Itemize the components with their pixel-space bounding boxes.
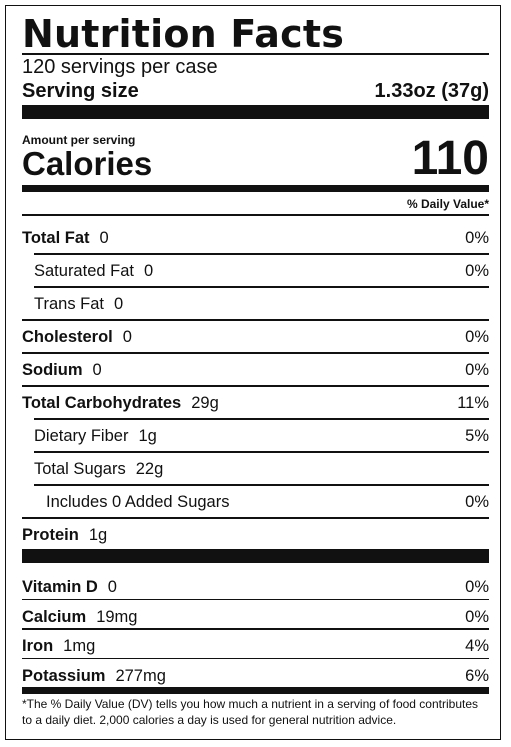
nutrient-amount: 0 [122,328,132,346]
nutrient-amount: 1mg [63,637,96,655]
nutrient-amount: 0 [99,229,109,247]
nutrient-amount: 0 [114,295,124,313]
nutrient-amount: 0 [143,262,154,280]
divider [22,385,489,387]
nutrient-label: Total Carbohydrates [22,394,182,412]
nutrient-daily-value: 0% [465,361,489,379]
nutrient-amount: 19mg [96,607,138,626]
divider [22,657,489,659]
nutrient-row-saturated-fat: Saturated Fat 0 0% [22,253,489,286]
nutrient-name: Vitamin D 0 [22,578,117,597]
nutrient-label: Trans Fat [34,295,104,313]
serving-size-label: Serving size [22,80,139,102]
daily-value-header: % Daily Value* [406,197,489,211]
servings-per-container: 120 servings per case [22,56,218,78]
nutrient-amount: 1g [138,427,157,445]
divider [34,286,489,288]
divider [22,214,489,216]
nutrient-daily-value: 0% [465,578,489,596]
thick-divider [22,105,489,119]
calories-label: Calories [22,145,153,182]
nutrient-daily-value: 11% [457,394,489,412]
divider [34,253,489,255]
nutrient-name: Saturated Fat 0 [34,262,153,281]
nutrient-name: Dietary Fiber 1g [34,427,157,446]
nutrient-name: Cholesterol 0 [22,328,132,347]
daily-value-footnote: *The % Daily Value (DV) tells you how mu… [22,697,478,727]
nutrient-row-total-sugars: Total Sugars 22g [22,451,489,484]
nutrient-daily-value: 6% [465,666,489,685]
divider [22,628,489,630]
divider [22,53,489,55]
nutrient-daily-value: 0% [465,328,489,346]
nutrient-label: Vitamin D [22,578,98,596]
divider [34,451,489,453]
label-content: Nutrition Facts 120 servings per case Se… [22,6,489,739]
nutrient-label: Total Fat [22,229,90,247]
nutrient-amount: 0 [92,361,102,379]
nutrient-name: Total Sugars 22g [34,460,163,479]
divider [22,517,489,519]
medium-divider [22,687,489,694]
nutrient-name: Includes 0 Added Sugars [46,493,229,512]
nutrient-label: Calcium [22,607,87,626]
nutrient-row-total-fat: Total Fat 0 0% [22,220,489,253]
nutrient-row-includes-0-added-sugars: Includes 0 Added Sugars 0% [22,484,489,517]
nutrient-label: Total Sugars [34,460,126,478]
nutrient-row-calcium: Calcium 19mg 0% [22,599,489,632]
nutrient-amount: 29g [191,394,219,412]
nutrient-row-cholesterol: Cholesterol 0 0% [22,319,489,352]
nutrient-amount: 1g [88,526,108,544]
nutrient-label: Includes 0 Added Sugars [46,493,230,511]
nutrient-daily-value: 0% [465,262,489,280]
divider [22,319,489,321]
nutrient-row-iron: Iron 1mg 4% [22,628,489,661]
nutrient-daily-value: 0% [465,607,489,626]
divider [34,418,489,420]
label-title: Nutrition Facts [22,12,345,56]
nutrient-row-total-carbohydrates: Total Carbohydrates 29g 11% [22,385,489,418]
nutrient-name: Iron 1mg [22,637,95,656]
nutrient-amount: 0 [107,578,117,596]
serving-size-value: 1.33oz (37g) [374,80,489,102]
nutrient-label: Saturated Fat [34,262,134,280]
nutrient-daily-value: 4% [465,637,489,655]
nutrient-row-dietary-fiber: Dietary Fiber 1g 5% [22,418,489,451]
nutrient-row-sodium: Sodium 0 0% [22,352,489,385]
nutrient-name: Total Fat 0 [22,229,109,248]
nutrient-amount: 22g [135,460,164,478]
nutrient-name: Trans Fat 0 [34,295,123,314]
nutrient-label: Sodium [22,361,83,379]
nutrient-name: Protein 1g [22,526,107,545]
divider [34,484,489,486]
amount-per-serving: Amount per serving [22,133,136,147]
medium-divider [22,185,489,192]
nutrient-row-vitamin-d: Vitamin D 0 0% [22,569,489,602]
nutrient-daily-value: 0% [465,229,489,247]
nutrient-row-trans-fat: Trans Fat 0 [22,286,489,319]
nutrient-label: Dietary Fiber [34,427,129,445]
nutrient-label: Protein [22,526,79,544]
divider [22,352,489,354]
nutrient-name: Calcium 19mg [22,608,137,627]
nutrient-label: Potassium [22,666,106,685]
nutrient-daily-value: 0% [465,493,489,511]
nutrient-name: Total Carbohydrates 29g [22,394,219,413]
nutrient-name: Potassium 277mg [22,667,166,686]
nutrient-label: Iron [22,637,54,655]
nutrient-label: Cholesterol [22,328,113,346]
nutrient-row-protein: Protein 1g [22,517,489,550]
divider [22,598,489,600]
nutrient-amount: 277mg [115,666,166,685]
calories-value: 110 [411,132,489,185]
thick-divider [22,549,489,563]
nutrient-name: Sodium 0 [22,361,102,380]
nutrient-row-potassium: Potassium 277mg 6% [22,658,489,691]
nutrient-daily-value: 5% [465,427,489,445]
nutrition-facts-label: Nutrition Facts 120 servings per case Se… [5,5,501,740]
